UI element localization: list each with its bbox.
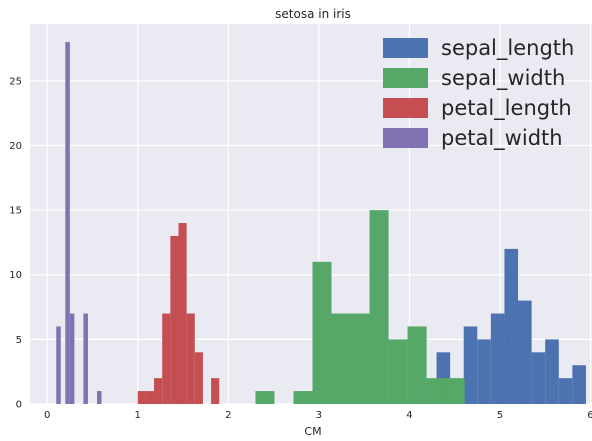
histogram-bar-sepal-width (312, 261, 332, 404)
histogram-bar-sepal-width (350, 313, 370, 404)
histogram-bar-sepal-width (331, 313, 351, 404)
histogram-bar-petal-length (186, 313, 195, 404)
legend-label: petal_width (441, 126, 563, 151)
legend-swatch (383, 38, 428, 58)
y-tick-label: 20 (9, 141, 22, 152)
chart-title: setosa in iris (275, 7, 351, 21)
legend-label: sepal_length (441, 36, 574, 61)
histogram-bar-sepal-width (445, 378, 465, 404)
histogram-bar-sepal-width (255, 391, 275, 404)
y-tick-label: 15 (9, 206, 22, 217)
x-tick-label: 4 (406, 410, 412, 421)
histogram-bar-sepal-length (463, 326, 478, 404)
legend-item-sepal-length[interactable]: sepal_length (383, 36, 574, 61)
x-tick-label: 0 (44, 410, 50, 421)
histogram-bar-petal-width (97, 391, 102, 404)
histogram-bar-sepal-length (558, 378, 573, 404)
histogram-bar-petal-width (56, 326, 61, 404)
histogram-bar-petal-length (162, 313, 171, 404)
y-tick-label: 0 (16, 400, 22, 411)
x-tick-label: 1 (135, 410, 141, 421)
x-tick-label: 2 (225, 410, 231, 421)
histogram-bars (56, 42, 586, 404)
y-tick-label: 5 (16, 335, 22, 346)
histogram-bar-petal-length (145, 391, 155, 404)
x-axis-label: CM (304, 425, 321, 438)
legend-item-petal-length[interactable]: petal_length (383, 96, 572, 121)
histogram-bar-petal-length (194, 352, 203, 404)
legend-swatch (383, 98, 428, 118)
legend-label: petal_length (441, 96, 572, 121)
legend-item-sepal-width[interactable]: sepal_width (383, 66, 565, 91)
legend-label: sepal_width (441, 66, 565, 91)
histogram-bar-sepal-length (545, 339, 559, 404)
legend-swatch (383, 128, 428, 148)
x-tick-label: 5 (497, 410, 503, 421)
histogram-bar-sepal-length (518, 300, 532, 404)
histogram-bar-petal-length (137, 391, 146, 404)
histogram-bar-sepal-width (369, 210, 389, 404)
x-tick-label: 6 (587, 410, 592, 421)
legend[interactable]: sepal_length sepal_width petal_lengthpetal… (383, 36, 574, 151)
histogram-bar-petal-length (178, 223, 187, 404)
histogram-bar-sepal-width (407, 326, 427, 404)
legend-swatch (383, 68, 428, 88)
y-tick-label: 10 (9, 270, 22, 281)
histogram-bar-petal-width (65, 42, 70, 404)
histogram-bar-sepal-length (572, 365, 586, 404)
histogram-bar-petal-length (154, 378, 163, 404)
histogram-bar-petal-length (170, 235, 179, 404)
histogram-bar-petal-width (69, 313, 75, 404)
histogram-bar-sepal-length (477, 339, 491, 404)
histogram-bar-petal-length (211, 378, 220, 404)
histogram-bar-sepal-length (490, 313, 505, 404)
histogram-bar-petal-width (83, 313, 88, 404)
axis-ticks: 0 1 2 3 4 5 6 0 5 10 15 20 25 (9, 76, 592, 421)
histogram-bar-sepal-width (426, 378, 446, 404)
histogram-bar-sepal-length (531, 352, 546, 404)
legend-item-petal-width[interactable]: petal_width (383, 126, 563, 151)
x-tick-label: 3 (316, 410, 322, 421)
histogram-bar-sepal-length (504, 248, 519, 404)
y-tick-label: 25 (9, 76, 22, 87)
histogram-bar-sepal-width (293, 391, 313, 404)
histogram-bar-sepal-width (388, 339, 408, 404)
